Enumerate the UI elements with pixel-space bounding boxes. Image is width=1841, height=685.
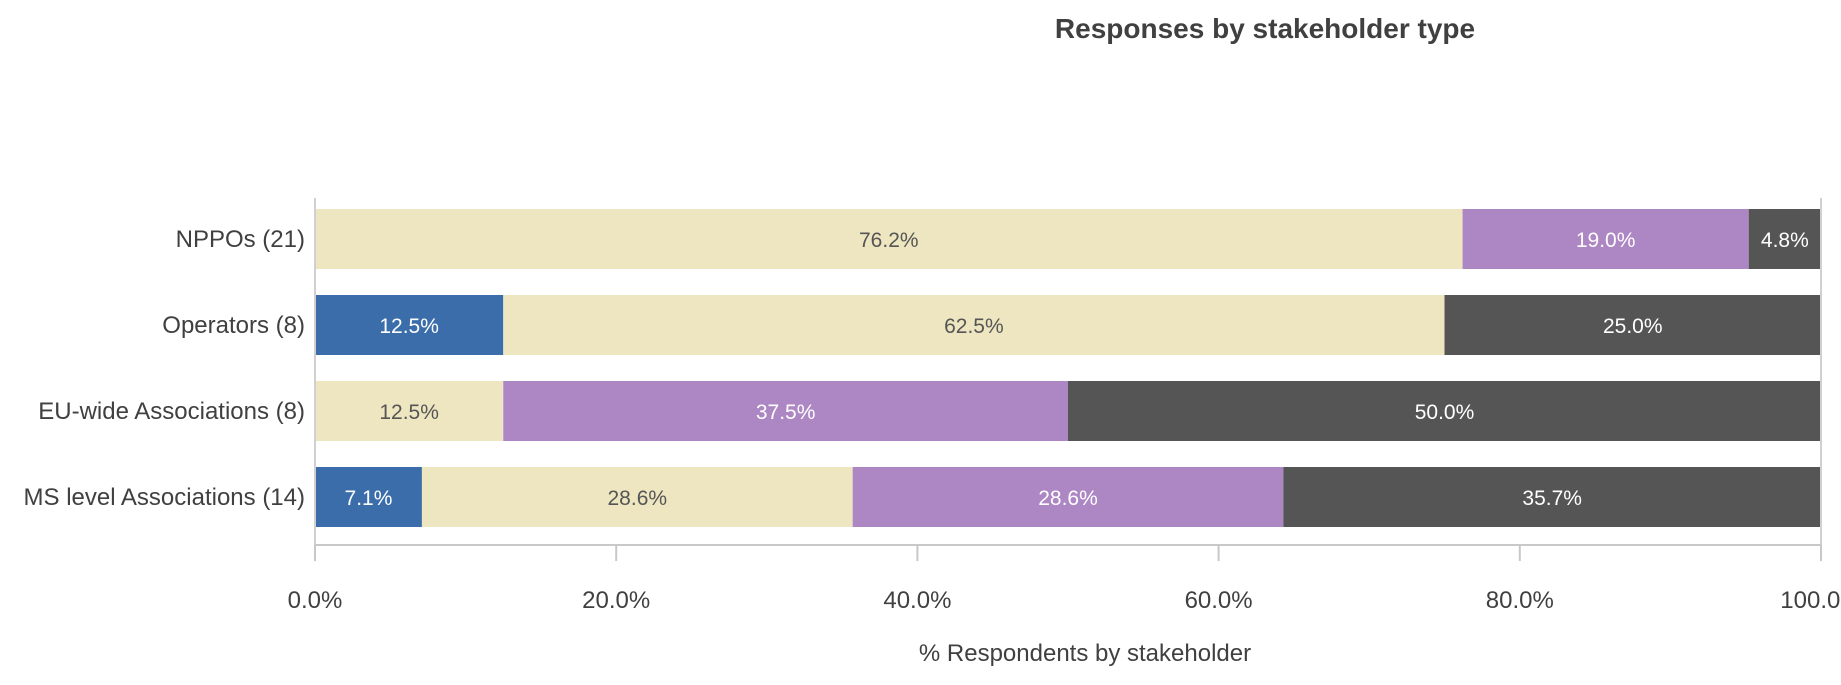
bar-segment [1462,209,1749,269]
x-axis: 0.0% 20.0% 40.0% 60.0% 80.0% 100.0% [288,198,1841,614]
data-label: 62.5% [944,315,1004,338]
data-label: 37.5% [756,401,816,424]
data-label: 28.6% [1038,487,1098,510]
data-label: 28.6% [608,487,668,510]
x-tick-label: 80.0% [1486,587,1554,614]
data-label: 19.0% [1576,229,1636,252]
data-label: 25.0% [1603,315,1663,338]
data-label: 4.8% [1761,229,1809,252]
x-tick-label: 0.0% [288,587,343,614]
data-label: 7.1% [345,487,393,510]
bar-segment [1283,467,1821,527]
data-label: 50.0% [1415,401,1475,424]
x-axis-title: % Respondents by stakeholder [919,640,1251,667]
x-tick-label: 60.0% [1185,587,1253,614]
bar-segment [1068,381,1821,441]
data-label: 12.5% [379,315,439,338]
bar-segment [852,467,1284,527]
x-tick-label: 20.0% [582,587,650,614]
bar-segment [315,295,504,355]
category-label: MS level Associations (14) [24,484,305,511]
bar-segment [503,381,1068,441]
chart-title: Responses by stakeholder type [1055,13,1475,44]
bar-segment [1444,295,1821,355]
category-label: Operators (8) [162,312,305,339]
bar-segment [503,295,1445,355]
bar-segment [315,209,1463,269]
bars-layer: NPPOs (21) 76.2% 19.0% 4.8% Operators (8) 12.… [24,209,1821,527]
data-label: 35.7% [1522,487,1582,510]
x-tick-label: 100.0% [1780,587,1841,614]
data-label: 76.2% [859,229,919,252]
category-label: EU-wide Associations (8) [38,398,305,425]
bar-segment [421,467,853,527]
bar-segment [1748,209,1821,269]
bar-segment [315,381,504,441]
category-label: NPPOs (21) [176,226,305,253]
x-tick-label: 40.0% [883,587,951,614]
data-label: 12.5% [379,401,439,424]
bar-segment [315,467,422,527]
